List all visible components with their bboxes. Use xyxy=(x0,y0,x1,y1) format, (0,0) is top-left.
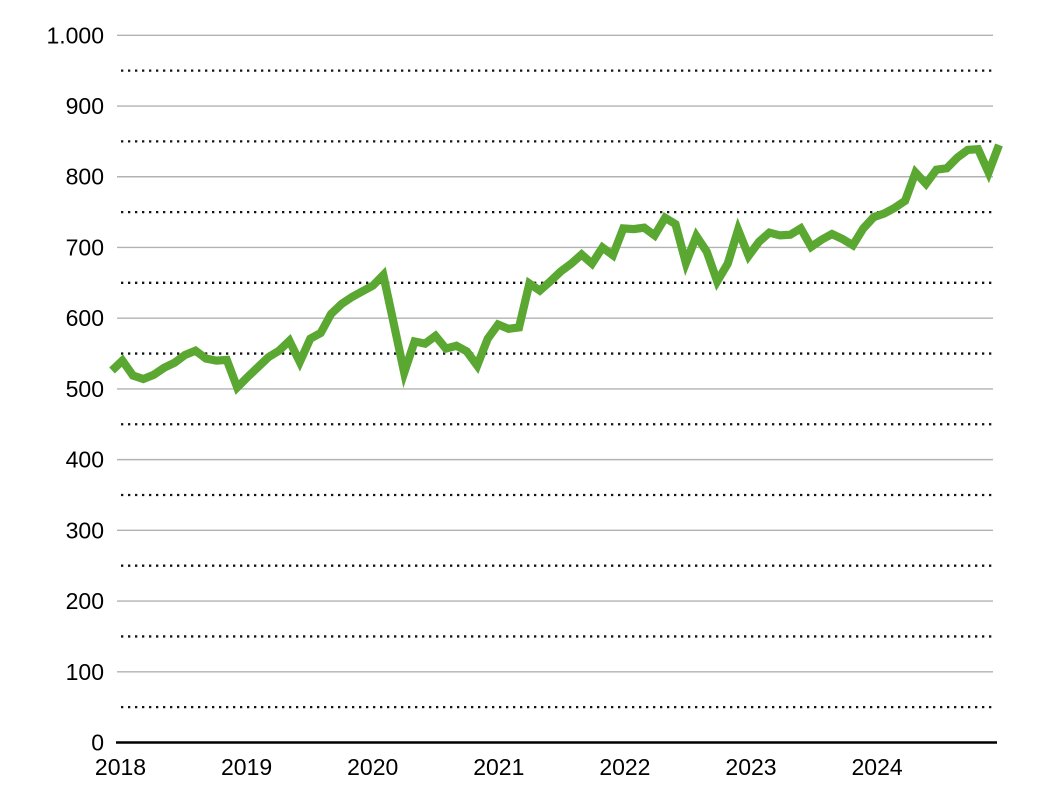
y-axis-label: 400 xyxy=(66,447,104,473)
y-axis-label: 900 xyxy=(66,93,104,119)
y-axis-label: 500 xyxy=(66,376,104,402)
data-line xyxy=(109,143,1003,395)
x-axis-label: 2019 xyxy=(221,754,272,780)
y-axis-label: 200 xyxy=(66,588,104,614)
y-axis-label: 800 xyxy=(66,164,104,190)
y-axis-label: 1.000 xyxy=(46,22,104,48)
x-axis-label: 2023 xyxy=(725,754,776,780)
x-axis-label: 2022 xyxy=(599,754,650,780)
x-axis-label: 2024 xyxy=(852,754,903,780)
y-axis-label: 100 xyxy=(66,659,104,685)
y-axis-label: 0 xyxy=(91,730,104,756)
x-axis-label: 2021 xyxy=(473,754,524,780)
x-axis-label: 2020 xyxy=(347,754,398,780)
x-axis-label: 2018 xyxy=(95,754,146,780)
y-axis-label: 600 xyxy=(66,305,104,331)
y-axis-label: 300 xyxy=(66,517,104,543)
y-axis-label: 700 xyxy=(66,234,104,260)
